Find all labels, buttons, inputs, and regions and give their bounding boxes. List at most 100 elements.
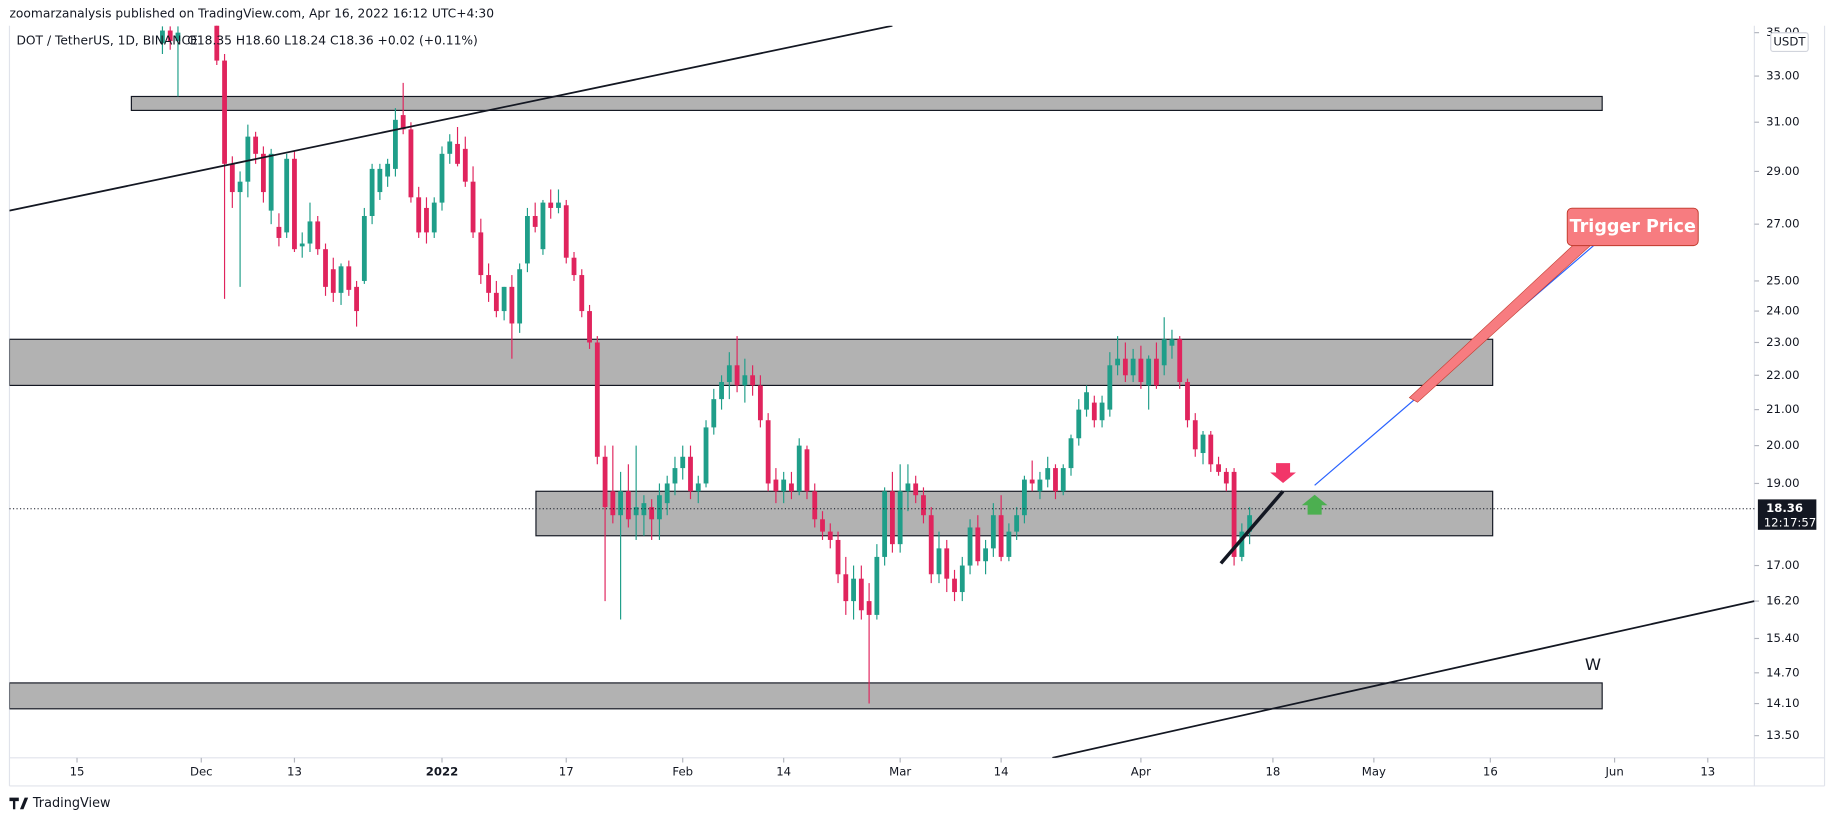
candle-body xyxy=(400,115,406,130)
candle-body xyxy=(1045,468,1051,480)
candle-body xyxy=(315,221,321,250)
candle-body xyxy=(548,202,554,208)
y-tick-label: 17.00 xyxy=(1766,558,1799,572)
candle-body xyxy=(680,456,686,469)
candle-body xyxy=(921,495,926,516)
candle-body xyxy=(284,158,290,233)
y-tick-label: 16.20 xyxy=(1766,594,1799,608)
candle-body xyxy=(594,342,600,457)
x-tick-label: 17 xyxy=(559,764,574,778)
candle-body xyxy=(455,143,460,164)
candle-body xyxy=(1037,479,1043,492)
candle-body xyxy=(167,30,173,42)
candle-body xyxy=(229,163,235,193)
brand-logo xyxy=(9,797,29,810)
candle-body xyxy=(734,365,740,386)
y-tick-label: 14.70 xyxy=(1766,665,1799,679)
x-tick-label: Mar xyxy=(889,764,911,778)
candle-body xyxy=(959,565,965,593)
candle-body xyxy=(835,539,841,575)
candle-body xyxy=(540,202,546,250)
x-tick-label: May xyxy=(1362,764,1386,778)
candle-body xyxy=(967,527,973,566)
candle-body xyxy=(369,168,375,217)
candle-body xyxy=(952,578,957,593)
candle-body xyxy=(858,578,864,611)
candle-body xyxy=(695,483,701,492)
candle-body xyxy=(346,266,352,290)
candle-body xyxy=(672,468,678,484)
x-tick-label: 16 xyxy=(1483,764,1498,778)
candle-body xyxy=(1006,531,1012,557)
candle-body xyxy=(1239,531,1245,557)
candle-body xyxy=(1076,409,1082,439)
candle-body xyxy=(245,136,251,182)
x-tick-label: Jun xyxy=(1604,764,1623,778)
candle-body xyxy=(431,202,437,233)
candle-body xyxy=(796,445,802,492)
candle-body xyxy=(688,456,693,492)
candle-body xyxy=(843,574,849,602)
candle-body xyxy=(587,311,592,343)
x-tick-label: 15 xyxy=(70,764,85,778)
y-tick-label: 31.00 xyxy=(1766,115,1799,129)
currency: USDT xyxy=(1773,35,1806,49)
candle-body xyxy=(820,519,825,532)
candle-body xyxy=(385,163,391,177)
candle-body xyxy=(307,221,313,244)
candle-body xyxy=(874,556,880,615)
candle-body xyxy=(610,491,616,516)
down-arrow xyxy=(1270,463,1296,484)
candle-body xyxy=(439,153,445,203)
candle-body xyxy=(905,483,911,492)
x-tick-label: 13 xyxy=(1700,764,1715,778)
trend-line xyxy=(1219,490,1285,565)
y-tick-label: 14.10 xyxy=(1766,696,1799,710)
candle-body xyxy=(765,420,771,484)
candle-body xyxy=(338,266,344,293)
overlay: Trigger Price W DOT / TetherUS, 1D, BINA… xyxy=(9,32,1809,811)
ohlc-legend: O18.35 H18.60 L18.24 C18.36 +0.02 (+0.11… xyxy=(187,33,478,47)
pattern-label: W xyxy=(1585,655,1601,674)
candle-body xyxy=(1130,358,1136,376)
candle-body xyxy=(1169,339,1175,346)
countdown-label: 12:17:57 xyxy=(1764,515,1817,529)
trend-line xyxy=(1052,600,1755,758)
candle-body xyxy=(1014,515,1020,532)
candle-body xyxy=(990,515,996,549)
y-tick-label: 24.00 xyxy=(1766,304,1799,318)
candle-body xyxy=(936,548,942,575)
candle-body xyxy=(711,399,717,428)
candle-body xyxy=(361,216,367,281)
candle-body xyxy=(983,548,988,562)
brand: TradingView xyxy=(32,796,111,811)
candle-body xyxy=(260,153,266,193)
candle-body xyxy=(618,491,624,516)
y-tick-label: 23.00 xyxy=(1766,335,1799,349)
candle-body xyxy=(1091,402,1097,421)
candle-body xyxy=(889,491,895,545)
candle-body xyxy=(625,491,631,520)
candle-body xyxy=(501,286,507,312)
candle-body xyxy=(897,491,903,545)
x-tick-label: Feb xyxy=(672,764,693,778)
candle-body xyxy=(1107,365,1113,410)
candle-body xyxy=(1060,468,1066,492)
candle-body xyxy=(579,275,585,312)
x-tick-label: 14 xyxy=(776,764,791,778)
last-price-box xyxy=(1757,499,1817,530)
candle-body xyxy=(299,243,305,247)
x-tick-label: 2022 xyxy=(426,764,459,778)
x-tick-label: 14 xyxy=(994,764,1009,778)
candle-body xyxy=(268,153,274,211)
candle-body xyxy=(1068,438,1074,469)
candle-body xyxy=(1185,382,1190,421)
candle-body xyxy=(563,205,569,258)
candle-body xyxy=(719,382,724,400)
trigger-label: Trigger Price xyxy=(1570,217,1696,237)
candle-body xyxy=(1029,479,1035,484)
currency-box xyxy=(1770,32,1809,53)
candle-body xyxy=(532,216,538,227)
